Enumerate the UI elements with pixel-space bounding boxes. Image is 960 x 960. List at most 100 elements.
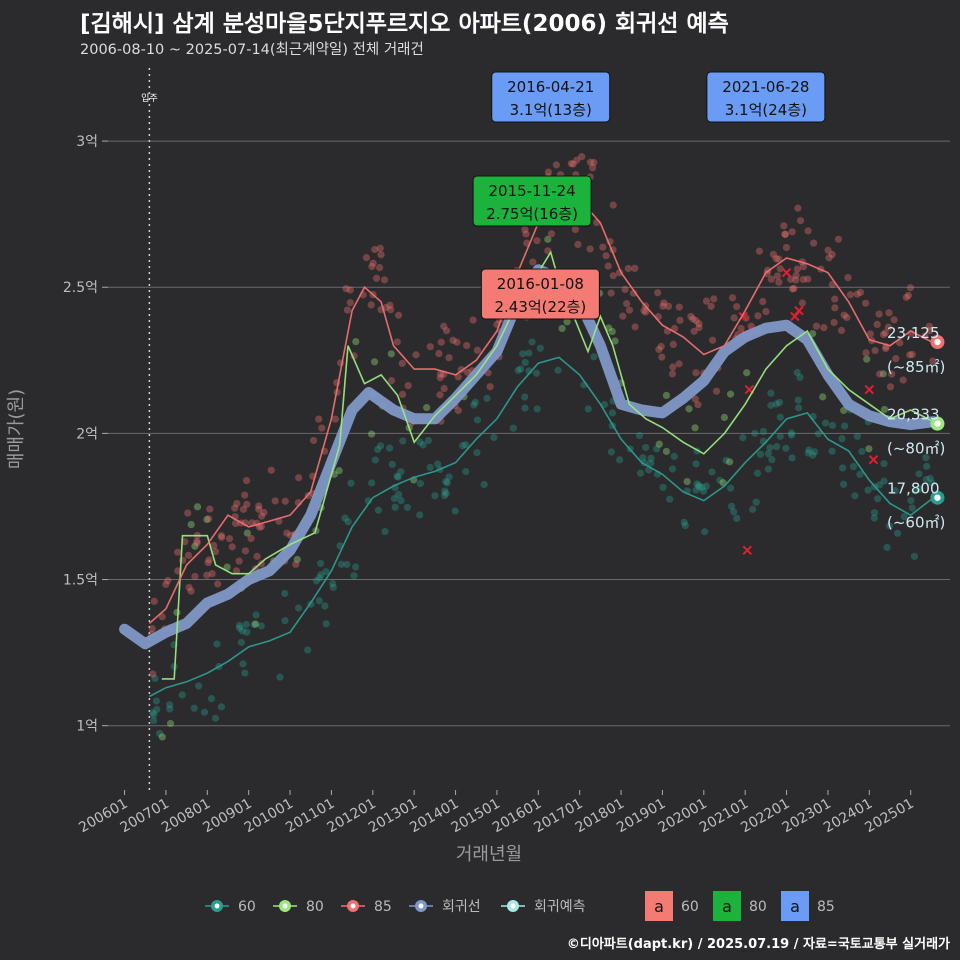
annotation-date: 2021-06-28	[722, 78, 809, 96]
scatter-point-85	[695, 323, 703, 332]
scatter-point-60	[811, 448, 819, 456]
scatter-point-85	[812, 322, 821, 330]
scatter-point-60	[480, 480, 488, 489]
scatter-point-85	[315, 415, 323, 423]
scatter-point-60	[891, 487, 899, 495]
scatter-point-85	[755, 247, 764, 255]
scatter-point-85	[231, 504, 239, 512]
scatter-point-85	[590, 158, 598, 167]
scatter-point-85	[184, 551, 193, 559]
scatter-point-85	[544, 168, 553, 176]
scatter-point-85	[767, 275, 775, 283]
scatter-point-85	[521, 226, 529, 234]
scatter-point-60	[416, 511, 424, 519]
scatter-point-85	[882, 344, 890, 353]
scatter-point-85	[776, 265, 784, 273]
page-title: [김해시] 삼계 분성마을5단지푸르지오 아파트(2006) 회귀선 예측	[80, 11, 729, 37]
cancelled-marker	[794, 305, 804, 316]
scatter-point-60	[533, 405, 541, 413]
scatter-point-60	[922, 475, 930, 484]
y-axis-title: 매매가(원)	[6, 389, 27, 469]
scatter-point-85	[193, 539, 201, 547]
scatter-point-85	[792, 276, 800, 284]
scatter-point-85	[185, 583, 193, 591]
scatter-point-60	[431, 492, 439, 500]
scatter-point-85	[372, 274, 381, 282]
scatter-point-85	[235, 557, 243, 565]
scatter-point-60	[893, 529, 902, 537]
legend-label-85: 85	[374, 899, 392, 915]
scatter-point-60	[149, 709, 157, 717]
scatter-point-60	[252, 611, 260, 619]
scatter-point-85	[702, 297, 711, 305]
scatter-point-85	[218, 533, 226, 541]
legend-marker-dot	[418, 903, 424, 909]
scatter-point-60	[809, 451, 817, 459]
scatter-point-85	[640, 307, 648, 315]
scatter-point-80	[335, 467, 343, 475]
scatter-point-85	[445, 354, 453, 362]
scatter-point-85	[844, 274, 852, 282]
scatter-point-60	[243, 628, 251, 636]
scatter-point-60	[647, 459, 655, 467]
scatter-point-85	[925, 322, 934, 330]
scatter-point-85	[615, 269, 624, 277]
scatter-point-85	[794, 204, 802, 212]
scatter-point-85	[607, 289, 615, 297]
scatter-point-85	[619, 312, 627, 320]
scatter-point-60	[519, 350, 527, 358]
scatter-point-60	[337, 560, 345, 568]
scatter-point-80	[173, 608, 181, 617]
scatter-point-85	[926, 327, 934, 335]
scatter-point-60	[828, 447, 836, 455]
scatter-point-85	[875, 310, 883, 318]
scatter-point-60	[532, 369, 541, 377]
scatter-point-85	[657, 342, 665, 351]
scatter-point-85	[387, 306, 395, 314]
scatter-point-60	[391, 503, 399, 511]
scatter-point-60	[886, 522, 894, 530]
scatter-point-80	[293, 555, 301, 564]
scatter-point-85	[260, 508, 268, 517]
scatter-point-60	[767, 401, 775, 409]
scatter-point-60	[838, 435, 846, 443]
scatter-point-80	[423, 403, 431, 412]
scatter-point-85	[346, 286, 354, 294]
scatter-point-85	[831, 304, 839, 312]
legend-fill-box-80	[713, 891, 741, 921]
scatter-point-60	[276, 673, 284, 681]
scatter-point-60	[521, 358, 529, 367]
legend-fill-glyph: a	[722, 897, 732, 916]
scatter-point-60	[416, 438, 424, 446]
scatter-point-60	[764, 465, 773, 473]
scatter-point-85	[394, 311, 403, 319]
scatter-point-85	[658, 353, 666, 361]
scatter-point-85	[804, 275, 812, 283]
scatter-point-60	[782, 444, 790, 452]
scatter-point-60	[608, 409, 617, 417]
scatter-point-80	[726, 458, 734, 466]
scatter-point-85	[243, 500, 251, 508]
scatter-point-60	[764, 450, 772, 458]
legend-marker-dot	[510, 903, 516, 909]
scatter-point-85	[454, 406, 462, 415]
scatter-point-85	[873, 320, 881, 328]
scatter-point-60	[928, 479, 936, 487]
scatter-point-60	[514, 366, 522, 374]
scatter-point-85	[892, 355, 900, 363]
endpoint-value-85: 23,125	[887, 324, 940, 342]
scatter-point-60	[165, 701, 174, 709]
scatter-point-60	[730, 508, 738, 516]
scatter-point-85	[781, 230, 790, 239]
scatter-point-60	[708, 468, 716, 476]
scatter-point-60	[670, 452, 678, 460]
scatter-point-85	[371, 245, 379, 254]
legend-fill-glyph: a	[654, 897, 664, 916]
scatter-point-60	[776, 413, 784, 421]
scatter-point-60	[317, 559, 325, 568]
cancelled-marker	[781, 267, 792, 278]
scatter-point-60	[923, 462, 931, 471]
legend-marker-dot	[282, 903, 288, 909]
scatter-point-85	[469, 316, 477, 324]
grid-lines: 입주	[108, 68, 950, 790]
